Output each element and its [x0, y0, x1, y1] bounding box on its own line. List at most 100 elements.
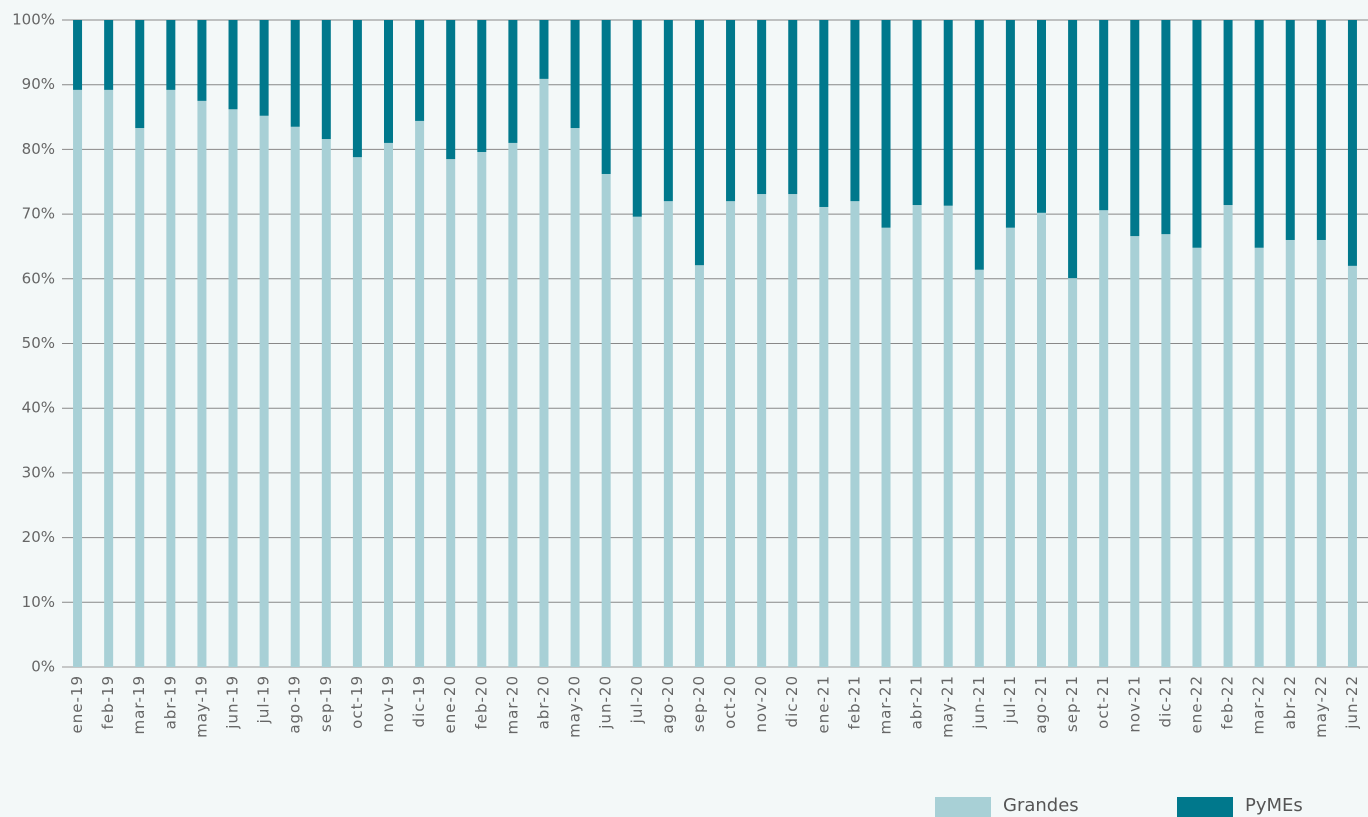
bar-segment: [1316, 239, 1326, 668]
x-tick-label: oct-19: [348, 675, 366, 729]
bar-segment: [73, 89, 83, 668]
x-tick-label: mar-22: [1250, 675, 1268, 735]
bar-segment: [104, 20, 114, 90]
legend-label: Grandes: [1003, 795, 1079, 816]
bar-segment: [446, 159, 456, 668]
bar-segment: [415, 20, 425, 121]
bar-segment: [477, 151, 487, 667]
x-tick-label: dic-19: [410, 675, 428, 727]
x-tick-label: oct-21: [1094, 675, 1112, 729]
bar-segment: [166, 20, 176, 90]
x-tick-label: jun-22: [1343, 675, 1361, 730]
x-tick-label: may-19: [192, 675, 210, 738]
bar-segment: [415, 120, 425, 667]
bar-segment: [228, 109, 238, 667]
x-tick-label: mar-21: [877, 675, 895, 735]
bar-segment: [881, 227, 891, 667]
bar-segment: [290, 126, 300, 667]
x-tick-label: feb-19: [99, 675, 117, 730]
bar-segment: [663, 201, 673, 667]
x-tick-label: jul-19: [255, 675, 273, 724]
y-tick-label: 20%: [22, 528, 55, 546]
x-tick-label: jul-20: [628, 675, 646, 724]
bar-segment: [819, 206, 829, 667]
x-tick-label: may-22: [1312, 675, 1330, 738]
legend-swatch: [935, 797, 991, 817]
bar-segment: [726, 201, 736, 667]
y-tick-label: 60%: [22, 269, 55, 287]
x-tick-label: may-20: [566, 675, 584, 738]
x-tick-label: abr-19: [161, 675, 179, 729]
bar-segment: [601, 173, 611, 667]
bar-segment: [881, 20, 891, 228]
x-tick-label: jul-21: [1001, 675, 1019, 724]
bar-segment: [197, 100, 207, 667]
bar-segment: [757, 194, 767, 667]
x-tick-label: abr-21: [908, 675, 926, 729]
y-tick-label: 70%: [22, 205, 55, 223]
x-tick-label: abr-20: [534, 675, 552, 729]
bar-segment: [1223, 205, 1233, 668]
x-tick-label: jun-20: [597, 675, 615, 730]
bar-segment: [539, 78, 549, 667]
y-tick-label: 100%: [12, 11, 55, 29]
bar-segment: [259, 115, 269, 668]
x-tick-label: ene-19: [68, 675, 86, 733]
x-tick-label: nov-19: [379, 675, 397, 733]
x-tick-label: dic-20: [783, 675, 801, 727]
bar-segment: [570, 128, 580, 667]
x-tick-label: ene-22: [1187, 675, 1205, 733]
bar-segment: [601, 20, 611, 174]
bar-segment: [1068, 20, 1078, 279]
bar-segment: [570, 20, 580, 129]
bar-segment: [1347, 265, 1357, 667]
y-tick-label: 10%: [22, 593, 55, 611]
bar-segment: [757, 20, 767, 195]
bar-segment: [1099, 20, 1109, 211]
bar-segment: [788, 20, 798, 195]
bar-segment: [352, 20, 362, 158]
bar-segment: [508, 20, 518, 143]
bar-segment: [1316, 20, 1326, 240]
bar-segment: [974, 269, 984, 667]
bar-segment: [1130, 20, 1140, 237]
bar-segment: [1285, 239, 1295, 668]
bar-segment: [850, 20, 860, 202]
bar-segment: [694, 20, 704, 266]
x-tick-label: feb-20: [472, 675, 490, 730]
bar-segment: [1254, 20, 1264, 248]
bar-segment: [104, 89, 114, 668]
bar-segment: [1099, 210, 1109, 667]
x-tick-label: jun-21: [970, 675, 988, 730]
bar-segment: [1161, 234, 1171, 668]
x-tick-label: nov-21: [1125, 675, 1143, 733]
x-tick-label: mar-19: [130, 675, 148, 735]
bar-segment: [1068, 278, 1078, 667]
legend-label: PyMEs: [1245, 795, 1303, 816]
bar-segment: [290, 20, 300, 127]
y-tick-label: 40%: [22, 399, 55, 417]
x-tick-label: ago-21: [1032, 675, 1050, 734]
x-tick-label: oct-20: [721, 675, 739, 729]
x-tick-label: jun-19: [224, 675, 242, 730]
bar-segment: [1254, 247, 1264, 667]
bar-segment: [663, 20, 673, 202]
bar-segment: [726, 20, 736, 202]
bar-segment: [1037, 20, 1046, 213]
bar-segment: [73, 20, 83, 90]
bar-segment: [1005, 20, 1015, 228]
bar-segment: [135, 20, 145, 129]
bar-segment: [321, 20, 331, 140]
x-tick-label: ene-21: [814, 675, 832, 733]
bar-segment: [912, 20, 922, 206]
bar-segment: [166, 89, 176, 668]
bar-segment: [384, 142, 393, 667]
y-tick-label: 30%: [22, 463, 55, 481]
x-tick-label: sep-21: [1063, 675, 1081, 732]
bar-segment: [446, 20, 456, 160]
y-tick-label: 50%: [22, 334, 55, 352]
bar-segment: [1285, 20, 1295, 240]
bar-segment: [352, 157, 362, 667]
bar-segment: [1192, 247, 1202, 667]
bar-segment: [384, 20, 393, 143]
